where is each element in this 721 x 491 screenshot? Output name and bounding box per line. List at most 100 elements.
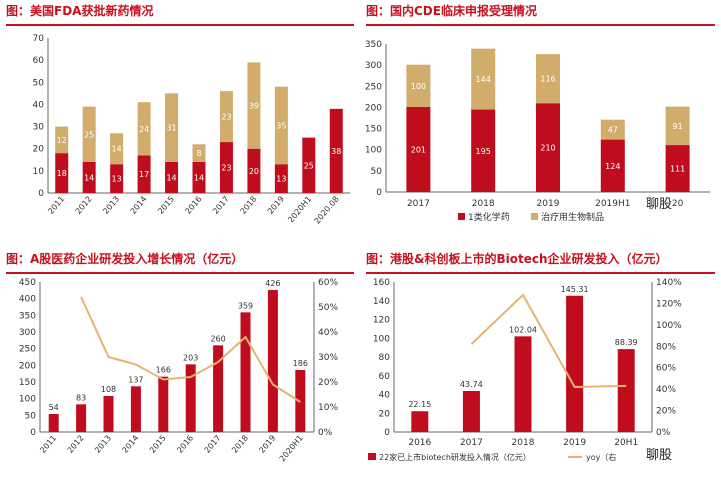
- bar-data-label: 14: [166, 174, 176, 183]
- title-rule: [366, 272, 715, 274]
- bar-data-label: 111: [670, 165, 685, 174]
- bar-data-label: 22.15: [408, 400, 431, 409]
- bar-data-label: 88.39: [615, 338, 638, 347]
- y2-tick-label: 140%: [656, 278, 682, 288]
- x-tick-label: 2016: [175, 434, 195, 455]
- a-share-bar-line-chart: 0 50 100 150 200 250 300 350 400 450 0% 10% 20% 30% 40…: [19, 278, 339, 464]
- bar-segment: [665, 145, 690, 192]
- bar-data-label: 24: [139, 125, 149, 134]
- y-tick-label: 350: [365, 40, 382, 50]
- a-share-chart-title: 图：A股医药企业研发投入增长情况（亿元）: [6, 252, 244, 266]
- bar-data-label: 14: [194, 174, 204, 183]
- bar: [240, 312, 251, 432]
- x-tick-label: 2019: [537, 199, 560, 209]
- y-tick-label: 30: [33, 123, 45, 133]
- bar-data-label: 144: [476, 75, 491, 84]
- bar-segment: [55, 153, 69, 193]
- y-tick-label: 80: [379, 353, 391, 363]
- y-tick-label: 100: [19, 395, 36, 405]
- bar: [617, 349, 635, 432]
- bar-segment: [406, 64, 431, 108]
- bar-data-label: 186: [293, 359, 308, 368]
- y-tick-label: 300: [19, 328, 36, 338]
- y-tick-label: 120: [373, 316, 390, 326]
- watermark-text: 聊股: [646, 448, 673, 463]
- y2-tick-label: 0%: [656, 428, 671, 438]
- x-tick-label: 2014: [120, 434, 140, 455]
- bar-data-label: 108: [101, 385, 116, 394]
- x-tick-label: 2020H1: [278, 434, 305, 464]
- x-tick-label: 20: [672, 199, 684, 209]
- bar: [566, 295, 584, 432]
- biotech-bar-line-chart: 0 20 40 60 80 100 120 140 160 0% 20% 40% 60% 80% 100% 1…: [368, 278, 682, 462]
- x-tick-label: 2019H1: [595, 199, 630, 209]
- y2-tick-label: 20%: [318, 378, 338, 388]
- y-tick-label: 250: [365, 82, 382, 92]
- y-tick-label: 50: [371, 167, 383, 177]
- x-tick-label: 2018: [472, 199, 495, 209]
- bar-segment: [165, 93, 179, 162]
- legend-swatch: [458, 213, 465, 220]
- y-tick-label: 0: [384, 428, 390, 438]
- y-tick-label: 50: [25, 411, 37, 421]
- y2-tick-label: 10%: [318, 403, 338, 413]
- bar-data-label: 20: [249, 167, 259, 176]
- title-rule: [6, 24, 354, 26]
- bar: [514, 336, 532, 432]
- bar-segment: [247, 148, 261, 193]
- bar-data-label: 124: [605, 162, 620, 171]
- bar-data-label: 25: [84, 130, 94, 139]
- bar-segment: [82, 106, 96, 162]
- bar: [48, 414, 59, 432]
- y-tick-label: 0: [376, 188, 382, 198]
- y-tick-label: 70: [33, 34, 45, 44]
- title-rule: [366, 24, 715, 26]
- bar-segment: [82, 162, 96, 193]
- bar-segment: [110, 133, 124, 165]
- x-tick-label: 2017: [203, 434, 223, 455]
- y2-tick-label: 60%: [318, 278, 338, 288]
- bar-data-label: 35: [276, 121, 286, 130]
- title-rule: [6, 272, 354, 274]
- y-tick-label: 350: [19, 311, 36, 321]
- x-tick-label: 2019: [257, 434, 277, 455]
- y-tick-label: 60: [379, 372, 391, 382]
- bar-data-label: 260: [210, 334, 225, 343]
- y-tick-label: 0: [38, 189, 44, 199]
- bar-data-label: 195: [476, 147, 491, 156]
- x-tick-label: 2012: [66, 434, 86, 455]
- y-tick-label: 100: [373, 334, 390, 344]
- y2-tick-label: 120%: [656, 299, 682, 309]
- y-tick-label: 400: [19, 295, 36, 305]
- bar: [462, 390, 480, 432]
- bar-data-label: 91: [673, 122, 683, 131]
- a-share-rd-panel: 图：A股医药企业研发投入增长情况（亿元） 0 50 100 150 200 250 300 3…: [0, 248, 360, 491]
- bar-data-label: 38: [331, 147, 341, 156]
- y2-tick-label: 0%: [318, 428, 333, 438]
- bar-segment: [274, 86, 288, 165]
- bar-data-label: 25: [304, 161, 314, 170]
- bar-data-label: 359: [238, 301, 253, 310]
- y2-tick-label: 50%: [318, 303, 338, 313]
- y-tick-label: 10: [33, 167, 45, 177]
- cde-stacked-bar-chart: 0501001502002503003502011002017195144201…: [365, 40, 710, 223]
- yoy-line: [80, 296, 301, 403]
- bar-segment: [137, 102, 151, 156]
- bar-segment: [471, 109, 496, 192]
- bar-data-label: 83: [76, 393, 86, 402]
- bar-segment: [471, 48, 496, 110]
- bar-segment: [219, 142, 233, 193]
- bar-data-label: 116: [540, 75, 555, 84]
- bar-data-label: 47: [608, 126, 618, 135]
- biotech-chart-title: 图：港股&科创板上市的Biotech企业研发投入（亿元）: [366, 252, 668, 266]
- bar: [158, 376, 169, 432]
- y-tick-label: 250: [19, 345, 36, 355]
- bar-data-label: 210: [540, 144, 555, 153]
- y2-tick-label: 20%: [656, 407, 676, 417]
- bar-segment: [665, 106, 690, 146]
- y-tick-label: 150: [19, 378, 36, 388]
- y-tick-label: 300: [365, 61, 382, 71]
- y-tick-label: 100: [365, 146, 382, 156]
- bar-data-label: 54: [49, 403, 59, 412]
- x-tick-label: 2017: [460, 438, 483, 448]
